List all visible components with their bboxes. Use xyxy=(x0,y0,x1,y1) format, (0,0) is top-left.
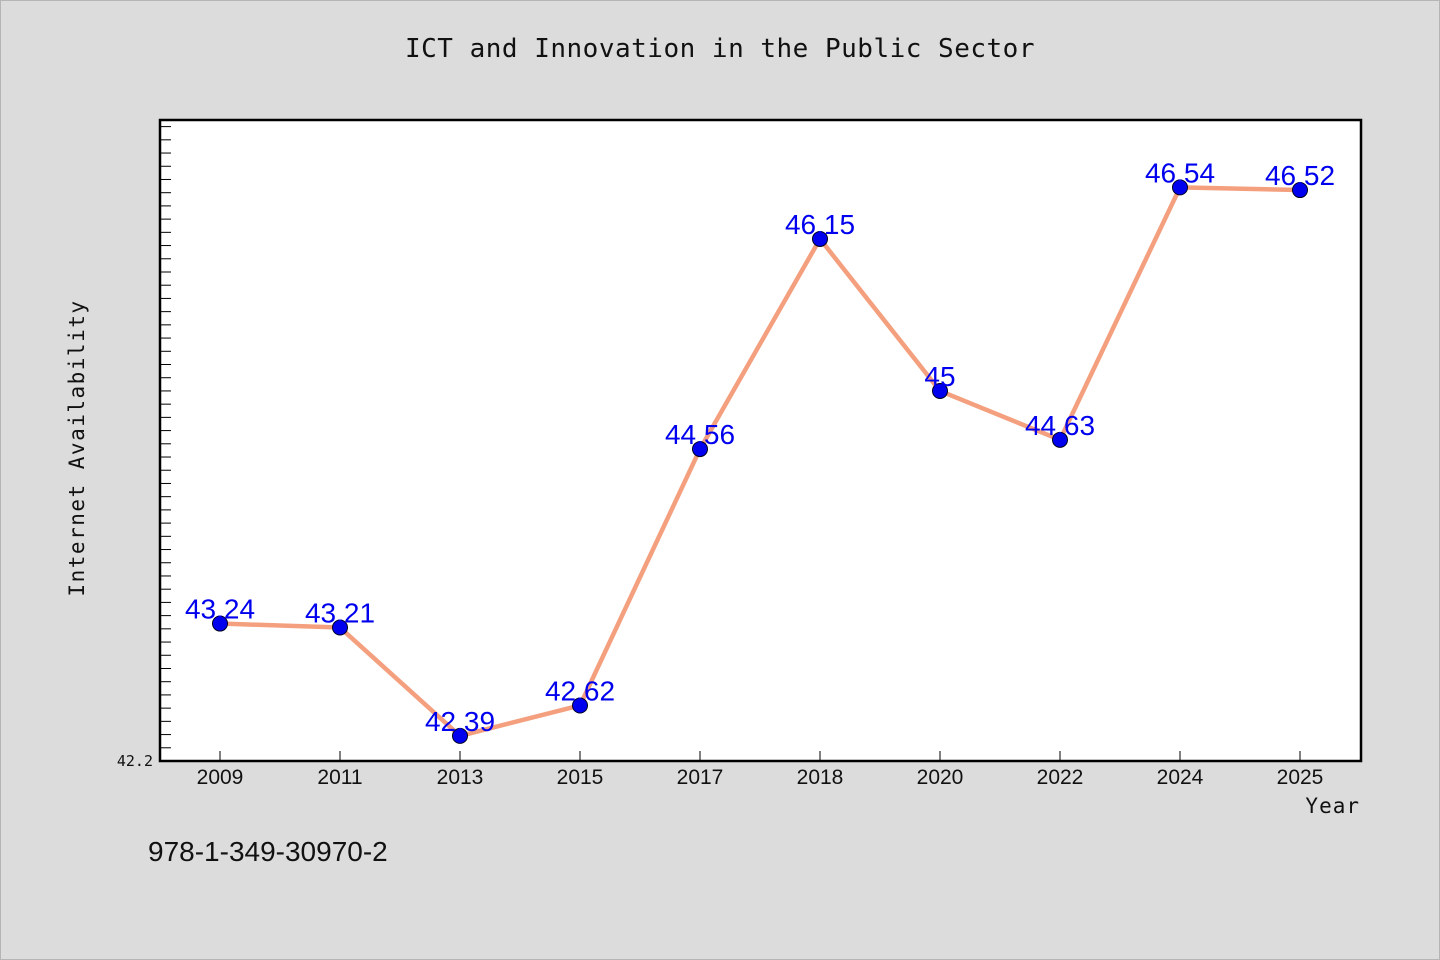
data-point xyxy=(452,727,468,744)
y-tick-label: 42.2 xyxy=(117,752,153,770)
data-point xyxy=(572,697,588,714)
plot-border xyxy=(158,118,1363,763)
data-label: 45 xyxy=(924,361,955,392)
data-point xyxy=(932,382,948,399)
data-label: 46.52 xyxy=(1265,160,1335,191)
data-label: 42.62 xyxy=(545,675,615,706)
x-tick-label: 2020 xyxy=(917,766,964,789)
data-label: 44.56 xyxy=(665,419,735,450)
data-label: 46.54 xyxy=(1145,157,1215,188)
data-point xyxy=(1052,431,1068,448)
data-label: 46.15 xyxy=(785,209,855,240)
x-tick-label: 2024 xyxy=(1157,766,1204,789)
x-tick-label: 2009 xyxy=(197,766,244,789)
data-label: 44.63 xyxy=(1025,410,1095,441)
x-tick-label: 2018 xyxy=(797,766,844,789)
series-line xyxy=(217,185,1303,739)
data-label: 42.39 xyxy=(425,706,495,737)
y-axis-label: Internet Availability xyxy=(65,299,89,597)
isbn-text: 978-1-349-30970-2 xyxy=(148,836,388,867)
data-label: 43.21 xyxy=(305,598,375,629)
data-label: 43.24 xyxy=(185,594,255,625)
x-tick-label: 2015 xyxy=(557,766,604,789)
x-tick-label: 2022 xyxy=(1037,766,1084,789)
x-axis-label: Year xyxy=(1305,794,1360,818)
data-point xyxy=(212,615,228,632)
plot-area xyxy=(160,120,1361,761)
x-tick-label: 2025 xyxy=(1277,766,1324,789)
x-tick-label: 2017 xyxy=(677,766,724,789)
data-point xyxy=(1292,182,1308,199)
chart-title: ICT and Innovation in the Public Sector xyxy=(405,34,1035,64)
data-point xyxy=(812,230,828,247)
data-point xyxy=(692,441,708,458)
x-tick-label: 2011 xyxy=(317,766,362,789)
data-point xyxy=(332,619,348,636)
data-point xyxy=(1172,179,1188,196)
x-tick-label: 2013 xyxy=(437,766,484,789)
